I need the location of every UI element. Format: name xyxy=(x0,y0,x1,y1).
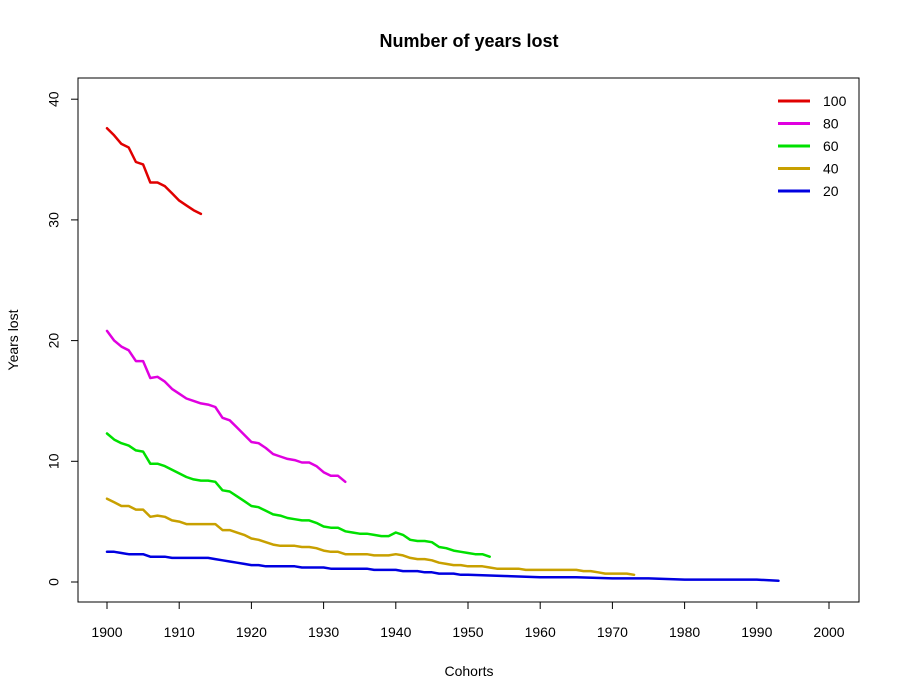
x-tick-label: 1900 xyxy=(91,624,122,640)
x-tick-label: 1930 xyxy=(308,624,339,640)
y-tick-label: 20 xyxy=(46,333,62,349)
x-tick-label: 2000 xyxy=(813,624,844,640)
x-axis: 1900 1910 1920 1930 1940 1950 1960 1970 1980 1990… xyxy=(91,601,845,640)
x-tick-label: 1960 xyxy=(525,624,556,640)
series-line-20 xyxy=(105,550,780,583)
series-line-80 xyxy=(105,329,347,484)
x-axis-label: Cohorts xyxy=(444,663,493,679)
series-line-40 xyxy=(105,497,636,577)
x-tick-label: 1920 xyxy=(236,624,267,640)
x-tick-label: 1980 xyxy=(669,624,700,640)
legend-label-80: 80 xyxy=(823,116,839,132)
x-tick-label: 1910 xyxy=(164,624,195,640)
series-line-100 xyxy=(105,126,203,216)
x-tick-label: 1970 xyxy=(597,624,628,640)
y-tick-label: 0 xyxy=(46,578,62,586)
series-line-60 xyxy=(105,432,491,558)
legend-label-40: 40 xyxy=(823,161,839,177)
y-axis: 0 10 20 30 40 xyxy=(46,91,79,586)
x-tick-label: 1990 xyxy=(741,624,772,640)
series-layer xyxy=(105,126,780,583)
y-axis-label: Years lost xyxy=(5,309,21,370)
legend: 100 80 60 40 20 xyxy=(778,93,847,199)
x-tick-label: 1950 xyxy=(452,624,483,640)
legend-label-100: 100 xyxy=(823,93,847,109)
x-tick-label: 1940 xyxy=(380,624,411,640)
y-tick-label: 40 xyxy=(46,91,62,107)
legend-label-20: 20 xyxy=(823,183,839,199)
chart-title: Number of years lost xyxy=(379,31,558,51)
y-tick-label: 10 xyxy=(46,453,62,469)
y-tick-label: 30 xyxy=(46,212,62,228)
legend-label-60: 60 xyxy=(823,138,839,154)
